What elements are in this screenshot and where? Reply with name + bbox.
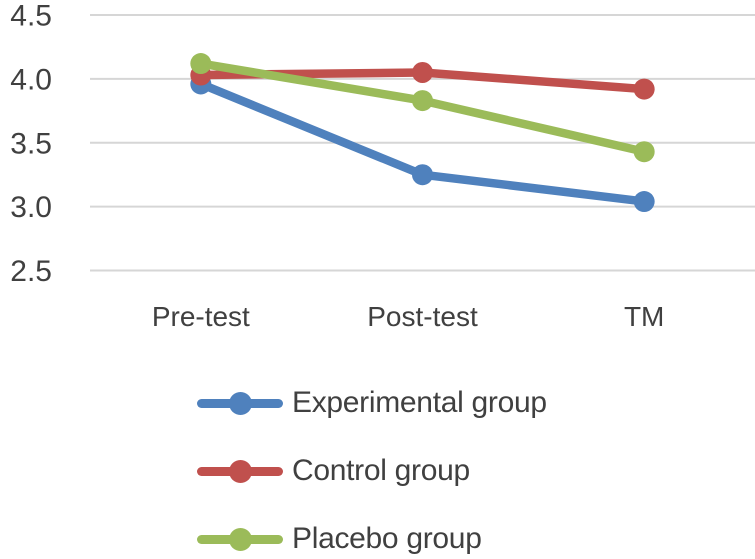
chart-legend: Experimental group Control group Placebo… xyxy=(197,348,755,555)
x-category-label: TM xyxy=(624,301,664,332)
data-point-marker-control-group xyxy=(633,78,655,100)
legend-label-control-group: Control group xyxy=(292,454,470,487)
data-point-marker-placebo-group xyxy=(412,90,433,112)
legend-item-experimental-group: Experimental group xyxy=(197,386,755,419)
legend-swatch-control-group xyxy=(197,459,283,483)
legend-marker-dot-icon xyxy=(228,459,252,483)
y-tick-label: 4.5 xyxy=(10,0,52,33)
y-tick-label: 2.5 xyxy=(10,255,52,288)
data-point-marker-experimental-group xyxy=(412,164,433,186)
x-category-label: Pre-test xyxy=(152,301,250,332)
legend-marker-dot-icon xyxy=(228,527,252,551)
data-point-marker-placebo-group xyxy=(190,53,212,75)
y-tick-label: 3.5 xyxy=(10,127,52,160)
legend-item-placebo-group: Placebo group xyxy=(197,522,755,555)
legend-swatch-placebo-group xyxy=(197,527,283,551)
legend-item-control-group: Control group xyxy=(197,454,755,487)
legend-swatch-experimental-group xyxy=(197,391,283,415)
data-point-marker-placebo-group xyxy=(633,141,655,163)
legend-label-experimental-group: Experimental group xyxy=(292,386,547,419)
legend-label-placebo-group: Placebo group xyxy=(292,522,482,555)
data-point-marker-experimental-group xyxy=(633,191,655,213)
x-category-label: Post-test xyxy=(367,301,478,332)
data-point-marker-control-group xyxy=(412,61,433,83)
y-tick-label: 4.0 xyxy=(10,63,52,96)
y-tick-label: 3.0 xyxy=(10,191,52,224)
legend-marker-dot-icon xyxy=(228,391,252,415)
plot-area: 4.5 4.0 3.5 3.0 2.5 Pre-test Post-test TM xyxy=(10,0,755,332)
